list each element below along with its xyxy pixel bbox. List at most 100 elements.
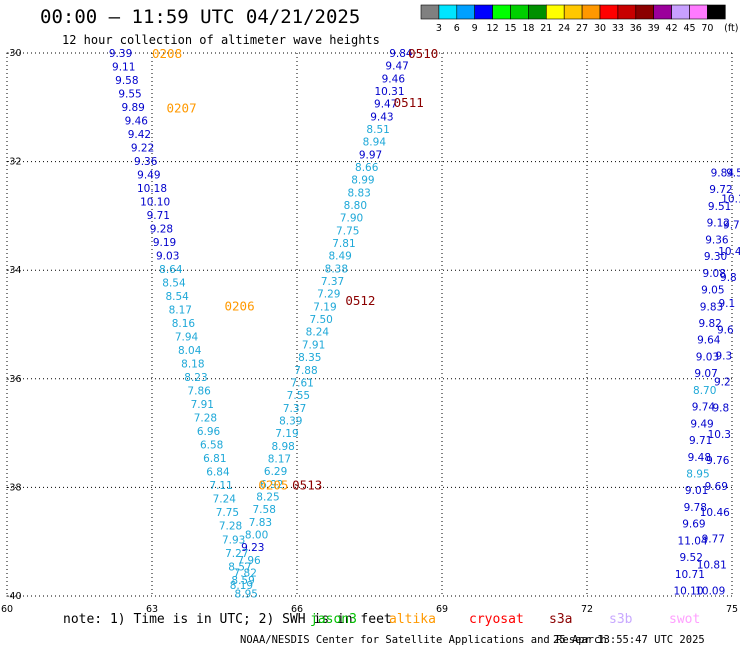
wave-height-value: 7.58 xyxy=(253,504,276,516)
wave-height-value: 9.36 xyxy=(134,156,158,168)
wave-height-value: 9.46 xyxy=(382,73,406,85)
wave-height-value: 7.82 xyxy=(234,567,257,579)
wave-height-value: 10.3 xyxy=(708,429,731,441)
wave-height-value: 6.92 xyxy=(260,479,283,491)
wave-height-value: 8.18 xyxy=(181,359,204,371)
wave-height-value: 9.89 xyxy=(121,102,144,114)
lon-tick-label: 75 xyxy=(726,604,738,615)
wave-height-value: 7.19 xyxy=(313,301,336,313)
pass-time-label: 0207 xyxy=(167,100,197,115)
wave-height-value: 9.82 xyxy=(698,318,721,330)
lat-tick-label: -30 xyxy=(6,48,22,59)
wave-height-value: 9.30 xyxy=(704,251,727,263)
wave-height-value: 7.96 xyxy=(237,555,261,567)
wave-height-value: 9.58 xyxy=(115,75,138,87)
wave-height-color-scale: 3 6 9 12 15 18 21 24 27 30 33 36 39 42 45 70 (ft) xyxy=(420,4,738,34)
wave-height-value: 8.19 xyxy=(230,580,253,592)
wave-height-value: 9.83 xyxy=(700,301,723,313)
wave-height-value: 9.69 xyxy=(682,519,705,531)
wave-height-value: 6.96 xyxy=(197,426,221,438)
scale-label: 9 xyxy=(472,23,478,34)
wave-height-value: 6.84 xyxy=(206,467,230,479)
credit-footer: NOAA/NESDIS Center for Satellite Applica… xyxy=(240,634,705,646)
wave-height-value: 7.81 xyxy=(332,238,355,250)
scale-label: 45 xyxy=(683,23,695,34)
lat-tick-label: -34 xyxy=(6,265,22,276)
wave-height-value: 9.52 xyxy=(680,552,703,564)
wave-height-value: 9.36 xyxy=(705,234,729,246)
scale-label: 36 xyxy=(630,23,642,34)
scale-label: 12 xyxy=(487,23,499,34)
satellite-legend-swot: swot xyxy=(669,612,701,627)
wave-height-value: 9.3 xyxy=(715,350,732,362)
wave-height-value: 8.57 xyxy=(228,561,251,573)
wave-height-value: 9.2 xyxy=(714,377,731,389)
pass-time-label: 0208 xyxy=(152,46,182,61)
wave-height-value: 8.94 xyxy=(363,137,387,149)
wave-height-value: 9.76 xyxy=(706,455,730,467)
lon-tick-label: 60 xyxy=(1,604,13,615)
footnote: note: 1) Time is in UTC; 2) SWH is in fe… xyxy=(63,612,392,627)
scale-label: 42 xyxy=(666,23,678,34)
wave-height-value: 9.08 xyxy=(703,268,726,280)
wave-height-value: 8.95 xyxy=(235,588,258,600)
wave-height-value: 10.1 xyxy=(721,194,740,206)
wave-height-value: 9.55 xyxy=(118,89,141,101)
wave-height-value: 9.1 xyxy=(719,298,736,310)
wave-height-value: 9.07 xyxy=(694,368,717,380)
wave-height-value: 9.46 xyxy=(125,116,149,128)
wave-height-value: 8.64 xyxy=(159,264,183,276)
page-subtitle: 12 hour collection of altimeter wave hei… xyxy=(62,33,380,47)
wave-height-value: 9.11 xyxy=(112,62,135,74)
scale-label: 21 xyxy=(540,23,552,34)
lat-tick-label: -40 xyxy=(6,591,22,602)
wave-height-value: 7.55 xyxy=(287,390,310,402)
wave-height-value: 8.00 xyxy=(245,529,268,541)
wave-height-value: 9.47 xyxy=(385,61,408,73)
pass-time-label: 0205 xyxy=(258,478,288,493)
satellite-legend-jason3: jason3 xyxy=(310,612,357,627)
wave-height-value: 8.54 xyxy=(162,278,186,290)
wave-height-value: 7.28 xyxy=(219,521,242,533)
wave-height-value: 7.61 xyxy=(290,377,313,389)
wave-height-value: 11.04 xyxy=(678,535,708,547)
wave-height-value: 8.95 xyxy=(686,468,709,480)
wave-height-value: 10.46 xyxy=(700,507,730,519)
wave-height-value: 10.4 xyxy=(718,246,740,258)
scale-label: 3 xyxy=(436,23,442,34)
pass-time-label: 0206 xyxy=(225,298,255,313)
wave-height-value: 9.05 xyxy=(701,285,724,297)
wave-height-value: 10.81 xyxy=(697,559,727,571)
wave-height-value: 7.29 xyxy=(317,289,340,301)
wave-height-value: 9.8 xyxy=(720,272,737,284)
wave-height-value: 7.28 xyxy=(194,413,217,425)
wave-height-value: 8.17 xyxy=(169,305,192,317)
wave-height-value: 7.19 xyxy=(275,428,298,440)
scale-label: 27 xyxy=(576,23,588,34)
wave-height-value: 9.84 xyxy=(389,48,413,60)
wave-height-value: 7.11 xyxy=(209,480,232,492)
wave-height-value: 9.51 xyxy=(708,201,731,213)
pass-time-label: 0513 xyxy=(292,478,322,493)
wave-height-value: 8.51 xyxy=(366,124,389,136)
wave-height-value: 6.81 xyxy=(203,453,226,465)
wave-height-value: 7.37 xyxy=(321,276,344,288)
wave-height-value: 9.43 xyxy=(370,111,393,123)
wave-height-value: 8.17 xyxy=(268,453,291,465)
wave-height-value: 8.83 xyxy=(347,187,370,199)
wave-height-value: 9.5 xyxy=(726,167,740,179)
wave-height-value: 10.31 xyxy=(374,86,404,98)
wave-height-value: 8.35 xyxy=(298,352,321,364)
wave-height-value: 8.38 xyxy=(325,263,348,275)
wave-height-value: 7.90 xyxy=(340,213,363,225)
scale-label: 24 xyxy=(558,23,570,34)
wave-height-value: 9.22 xyxy=(131,143,154,155)
wave-height-value: 9.97 xyxy=(359,149,382,161)
wave-height-value: 8.16 xyxy=(172,318,196,330)
wave-height-value: 10.10 xyxy=(673,586,703,598)
wave-height-value: 7.27 xyxy=(225,548,248,560)
wave-height-value: 6.58 xyxy=(200,440,223,452)
scale-label: 39 xyxy=(648,23,660,34)
lat-tick-label: -32 xyxy=(6,157,22,168)
wave-height-value: 7.75 xyxy=(336,225,359,237)
